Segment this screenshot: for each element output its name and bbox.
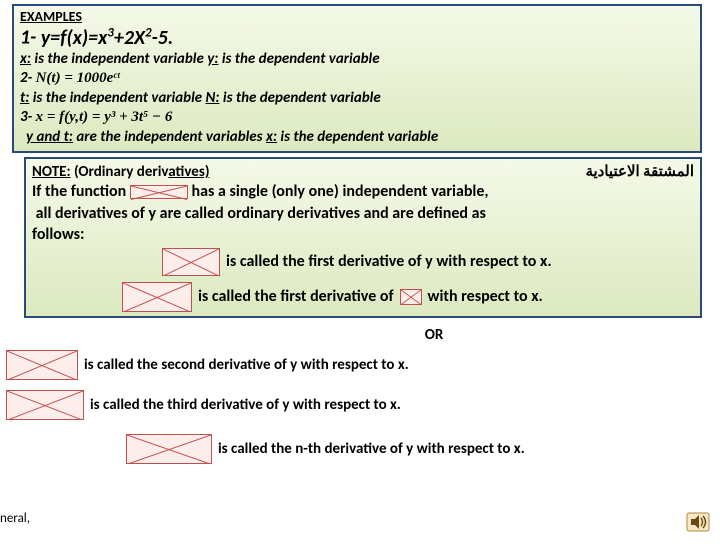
examples-title: EXAMPLES xyxy=(20,8,694,25)
nth-deriv-row: is called the n-th derivative of y with … xyxy=(126,434,702,464)
desc-line-2: t: is the independent variable N: is the… xyxy=(20,89,694,109)
second-deriv-text: is called the second derivative of y wit… xyxy=(84,356,409,374)
lower-area: OR is called the second derivative of y … xyxy=(0,320,720,466)
desc-line-1: x: is the independent variable y: is the… xyxy=(20,50,694,70)
example-3-row: 3- x = f(y,t) = y³ + 3t⁵ − 6 xyxy=(20,108,694,128)
ex2-prefix: 2- xyxy=(20,69,36,87)
examples-box: EXAMPLES 1- y=f(x)=x3+2X2-5. x: is the i… xyxy=(12,4,702,153)
nth-deriv-image xyxy=(126,434,212,464)
p1b: has a single (only one) independent vari… xyxy=(191,182,488,201)
deriv1-text: is called the first derivative of y with… xyxy=(226,252,552,271)
desc-line-3: y and t: are the independent variables x… xyxy=(20,128,694,148)
second-deriv-image xyxy=(6,350,78,380)
yprime-image xyxy=(400,289,422,305)
example-2-row: 2- N(t) = 1000eᶜᵗ xyxy=(20,69,694,89)
or-label: OR xyxy=(6,326,702,344)
arabic-label: المشتقة الاعتيادية xyxy=(585,162,694,181)
third-deriv-text: is called the third derivative of y with… xyxy=(90,396,401,414)
inline-y-eq-image xyxy=(130,185,188,199)
note-header: NOTE: (Ordinary derivatives) المشتقة الا… xyxy=(32,162,694,181)
eq1-body: y=f(x)=x3+2X2-5. xyxy=(41,26,173,50)
second-deriv-row: is called the second derivative of y wit… xyxy=(6,350,702,380)
note-label: NOTE: (Ordinary derivatives) xyxy=(32,163,210,181)
deriv-1-row: is called the first derivative of y with… xyxy=(32,248,694,276)
note-box: NOTE: (Ordinary derivatives) المشتقة الا… xyxy=(24,157,702,318)
equation-1: 1- y=f(x)=x3+2X2-5. xyxy=(20,25,694,50)
nth-deriv-text: is called the n-th derivative of y with … xyxy=(218,440,525,458)
note-para: If the function has a single (only one) … xyxy=(32,181,694,246)
deriv2-image xyxy=(122,282,192,312)
p1a: If the function xyxy=(32,182,130,201)
deriv1-image xyxy=(162,248,220,276)
ex3-prefix: 3- xyxy=(20,108,36,126)
formula-2: N(t) = 1000eᶜᵗ xyxy=(36,70,120,86)
third-deriv-row: is called the third derivative of y with… xyxy=(6,390,702,420)
deriv2-text-b: with respect to x. xyxy=(428,287,543,306)
formula-3: x = f(y,t) = y³ + 3t⁵ − 6 xyxy=(36,109,173,125)
p3: follows: xyxy=(32,225,84,244)
eq1-prefix: 1- xyxy=(20,26,41,50)
speaker-icon[interactable] xyxy=(686,512,710,532)
deriv-2-row: is called the first derivative of with r… xyxy=(32,282,694,312)
p2: all derivatives of y are called ordinary… xyxy=(36,204,486,223)
third-deriv-image xyxy=(6,390,84,420)
cut-off-text: neral, xyxy=(0,511,30,526)
deriv2-text-a: is called the first derivative of xyxy=(198,287,394,306)
